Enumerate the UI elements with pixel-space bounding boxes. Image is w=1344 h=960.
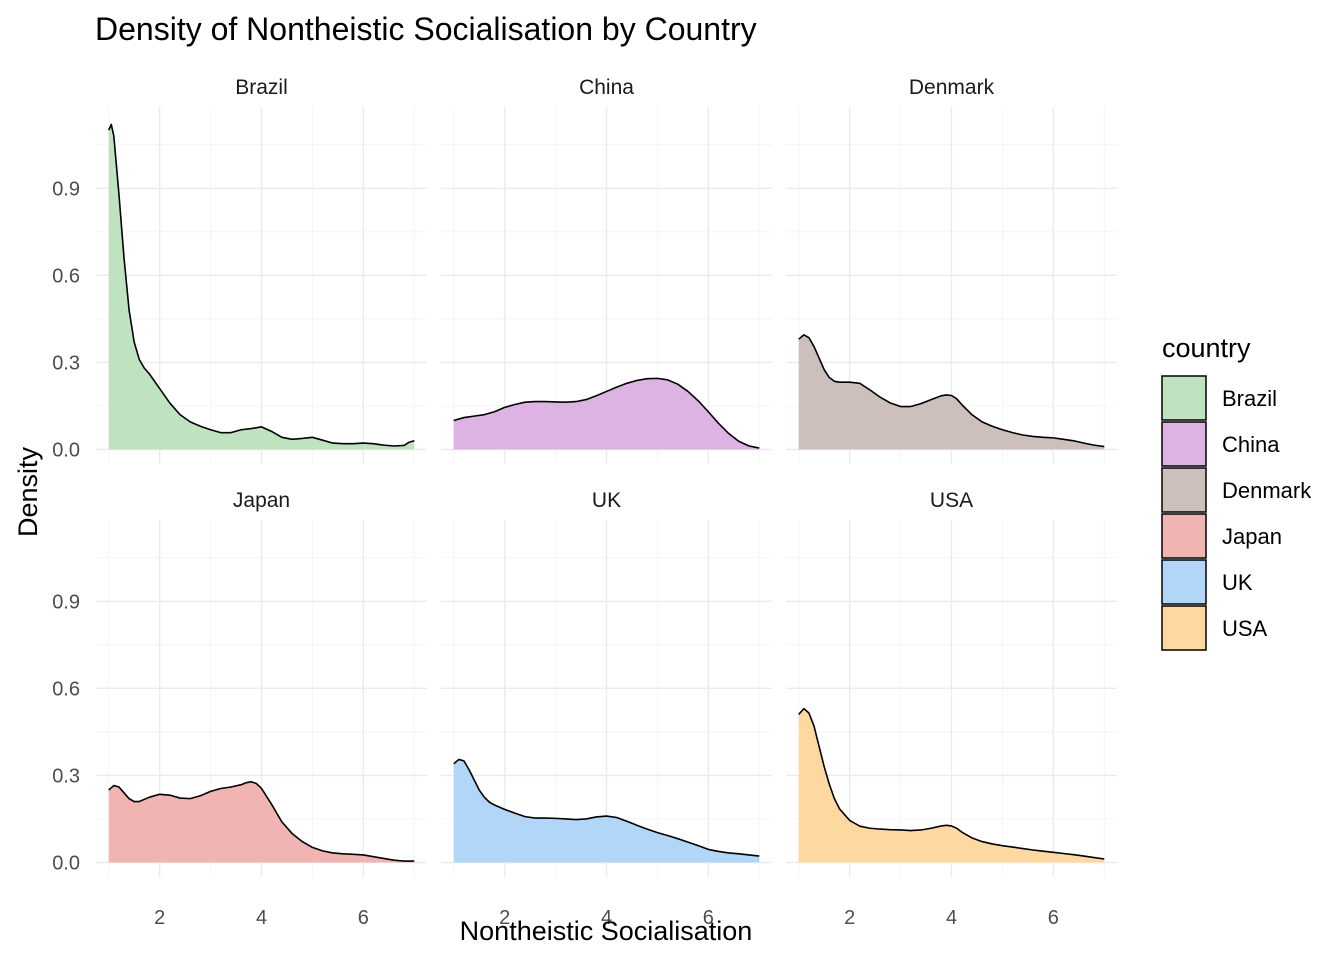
density-area-japan bbox=[108, 781, 415, 863]
facet-panel-china: China bbox=[441, 76, 772, 464]
y-tick-label: 0.0 bbox=[52, 852, 80, 874]
x-tick-label: 2 bbox=[154, 907, 165, 929]
legend: Brazil China Denmark Japan UK USA bbox=[1161, 375, 1312, 651]
legend-item-usa: USA bbox=[1161, 605, 1268, 651]
density-line-uk bbox=[453, 758, 760, 857]
density-area-usa bbox=[798, 708, 1105, 863]
facet-strip-label: USA bbox=[930, 489, 973, 512]
y-tick-label: 0.6 bbox=[52, 678, 80, 700]
y-tick-label: 0.9 bbox=[52, 591, 80, 613]
x-tick-label: 6 bbox=[1048, 907, 1059, 929]
legend-item-brazil: Brazil bbox=[1161, 375, 1277, 421]
y-tick-label: 0.3 bbox=[52, 765, 80, 787]
y-axis-title: Density bbox=[13, 446, 43, 537]
y-tick-label: 0.9 bbox=[52, 178, 80, 200]
facet-panels: Brazil 0.0 0.3 0.6 0.9 China Denmark Japan 0.0 0.… bbox=[52, 76, 1117, 929]
legend-item-denmark: Denmark bbox=[1161, 467, 1312, 513]
x-tick-label: 4 bbox=[256, 907, 267, 929]
facet-strip-label: Japan bbox=[233, 489, 290, 512]
x-tick-label: 6 bbox=[358, 907, 369, 929]
legend-key-china bbox=[1161, 421, 1207, 467]
legend-label: China bbox=[1222, 432, 1280, 457]
facet-panel-uk: UK 2 4 6 bbox=[441, 489, 772, 929]
facet-strip-label: Denmark bbox=[909, 76, 995, 99]
legend-label: UK bbox=[1222, 570, 1253, 595]
legend-label: Brazil bbox=[1222, 386, 1277, 411]
facet-panel-denmark: Denmark bbox=[786, 76, 1117, 464]
legend-item-japan: Japan bbox=[1161, 513, 1282, 559]
x-tick-label: 6 bbox=[703, 907, 714, 929]
y-tick-label: 0.3 bbox=[52, 352, 80, 374]
y-tick-label: 0.0 bbox=[52, 439, 80, 461]
legend-key-uk bbox=[1161, 559, 1207, 605]
legend-label: Japan bbox=[1222, 524, 1282, 549]
x-axis-title: Nontheistic Socialisation bbox=[460, 916, 753, 946]
legend-key-denmark bbox=[1161, 467, 1207, 513]
facet-panel-japan: Japan 0.0 0.3 0.6 0.9 2 4 6 bbox=[52, 489, 427, 929]
facet-strip-label: UK bbox=[592, 489, 621, 512]
facet-strip-label: Brazil bbox=[235, 76, 288, 99]
legend-title: country bbox=[1162, 333, 1251, 363]
density-area-china bbox=[453, 378, 760, 450]
density-line-denmark bbox=[798, 334, 1105, 448]
legend-key-usa bbox=[1161, 605, 1207, 651]
density-line-japan bbox=[108, 781, 415, 862]
density-area-denmark bbox=[798, 334, 1105, 450]
x-tick-label: 4 bbox=[946, 907, 957, 929]
facet-panel-brazil: Brazil 0.0 0.3 0.6 0.9 bbox=[52, 76, 427, 464]
legend-key-japan bbox=[1161, 513, 1207, 559]
legend-label: USA bbox=[1222, 616, 1268, 641]
density-area-brazil bbox=[108, 124, 415, 450]
legend-item-uk: UK bbox=[1161, 559, 1253, 605]
x-tick-label: 4 bbox=[601, 907, 612, 929]
density-line-china bbox=[453, 377, 760, 449]
x-tick-label: 2 bbox=[499, 907, 510, 929]
density-line-usa bbox=[798, 707, 1105, 860]
x-tick-label: 2 bbox=[844, 907, 855, 929]
density-area-uk bbox=[453, 759, 760, 863]
facet-strip-label: China bbox=[579, 76, 634, 99]
legend-item-china: China bbox=[1161, 421, 1280, 467]
y-tick-label: 0.6 bbox=[52, 265, 80, 287]
density-line-brazil bbox=[107, 123, 415, 447]
chart-title: Density of Nontheistic Socialisation by … bbox=[95, 11, 757, 47]
legend-label: Denmark bbox=[1222, 478, 1312, 503]
facet-panel-usa: USA 2 4 6 bbox=[786, 489, 1117, 929]
legend-key-brazil bbox=[1161, 375, 1207, 421]
